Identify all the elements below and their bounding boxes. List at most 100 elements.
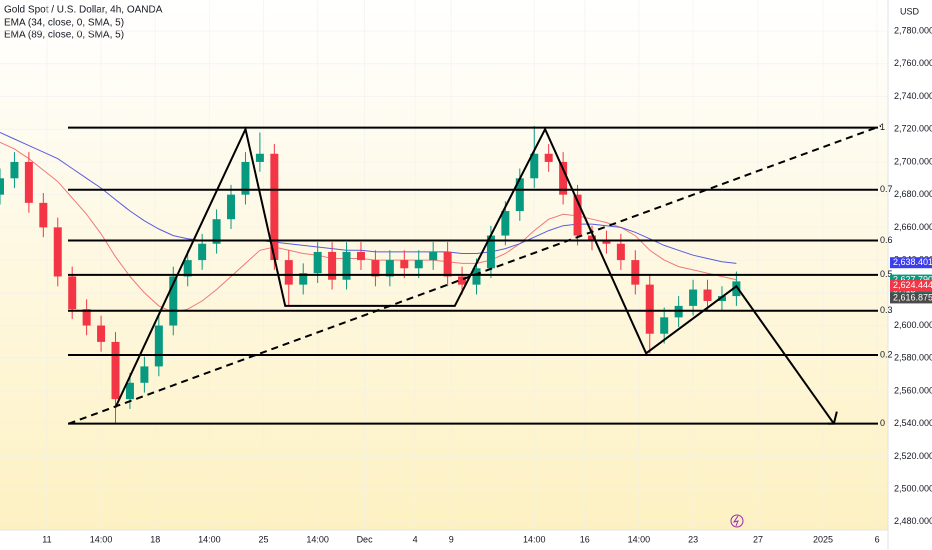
- x-tick-label: 6: [875, 534, 880, 544]
- candle-body: [588, 235, 596, 241]
- fib-label: 0.3: [880, 305, 893, 315]
- x-tick-label: 14:00: [523, 534, 546, 544]
- candle-body: [0, 178, 4, 195]
- candle-body: [270, 153, 279, 261]
- fib-label: 0.7: [880, 184, 893, 194]
- x-tick-label: Dec: [357, 534, 374, 544]
- x-tick-label: 25: [259, 534, 269, 544]
- candle-body: [183, 260, 192, 277]
- price-badge-label: 2,627.790: [893, 274, 932, 284]
- y-tick-label: 2,780.000: [894, 25, 932, 35]
- candle-body: [689, 289, 698, 306]
- candle-body: [414, 260, 423, 269]
- candle-body: [385, 260, 394, 277]
- x-tick-label: 14:00: [90, 534, 113, 544]
- x-tick-label: 14:00: [628, 534, 651, 544]
- candle-body: [299, 273, 308, 285]
- candle-body: [717, 296, 726, 301]
- price-badge-label: 2,624.444: [893, 280, 932, 290]
- x-tick-label: 9: [449, 534, 454, 544]
- candle-body: [616, 243, 625, 261]
- candle-body: [140, 366, 149, 383]
- y-tick-label: 2,500.000: [894, 483, 932, 493]
- legend-entry: EMA (89, close, 0, SMA, 5): [4, 30, 124, 41]
- x-tick-label: 2025: [813, 534, 833, 544]
- candle-body: [602, 240, 611, 244]
- chart-title: Gold Spot / U.S. Dollar, 4h, OANDA: [4, 5, 163, 16]
- candle-body: [703, 289, 712, 301]
- candle-body: [39, 202, 48, 228]
- y-tick-label: 2,520.000: [894, 451, 932, 461]
- x-tick-label: 4: [413, 534, 418, 544]
- candle-body: [631, 260, 640, 285]
- y-tick-label: 2,580.000: [894, 353, 932, 363]
- y-tick-label: 2,720.000: [894, 124, 932, 134]
- candle-body: [255, 153, 264, 162]
- fib-label: 0.6: [880, 235, 893, 245]
- candle-body: [24, 161, 33, 203]
- pattern-line: [114, 126, 835, 425]
- x-tick-label: 16: [580, 534, 590, 544]
- candle-body: [486, 235, 495, 269]
- currency: USD: [900, 6, 920, 16]
- candle-body: [458, 276, 467, 285]
- candle-body: [559, 161, 568, 195]
- candle-body: [429, 251, 438, 261]
- candle-body: [443, 251, 452, 277]
- candle-body: [227, 194, 236, 220]
- candle-body: [97, 325, 106, 342]
- candle-body: [472, 268, 481, 285]
- y-tick-label: 2,480.000: [894, 516, 932, 526]
- candle-body: [241, 161, 250, 195]
- fib-label: 0.2: [880, 349, 893, 359]
- candle-body: [169, 276, 178, 326]
- candle-body: [732, 281, 741, 297]
- candle-body: [371, 260, 380, 277]
- y-tick-label: 2,600.000: [894, 320, 932, 330]
- candle-body: [53, 227, 62, 277]
- price-badge: [890, 292, 932, 304]
- event-icon[interactable]: [730, 514, 744, 528]
- candle-body: [154, 325, 163, 367]
- y-tick-label: 2,700.000: [894, 156, 932, 166]
- plot: 1 0.7 0.6 0.5 0.3 0.2 0: [0, 121, 893, 429]
- x-tick-label: 14:00: [306, 534, 329, 544]
- fib-label: 1: [880, 122, 885, 132]
- candle-body: [313, 251, 322, 274]
- price-badge: [890, 280, 932, 292]
- candle-body: [125, 382, 134, 400]
- candle-body: [342, 251, 351, 280]
- y-tick-label: 2,660.000: [894, 222, 932, 232]
- legend-entry: EMA (34, close, 0, SMA, 5): [4, 18, 124, 29]
- x-tick-label: 23: [688, 534, 698, 544]
- ema-line: [0, 141, 737, 313]
- candle-body: [501, 211, 510, 236]
- x-tick-label: 14:00: [198, 534, 221, 544]
- y-tick-label: 2,760.000: [894, 58, 932, 68]
- candle-body: [328, 251, 337, 280]
- x-tick-label: 27: [753, 534, 763, 544]
- y-tick-label: 2,540.000: [894, 418, 932, 428]
- y-tick-label: 2,680.000: [894, 189, 932, 199]
- candle-body: [82, 309, 91, 326]
- candle-body: [111, 341, 120, 400]
- candle-body: [544, 153, 553, 162]
- y-tick-label: 2,740.000: [894, 91, 932, 101]
- price-badge-label: 2,616.875: [893, 292, 932, 302]
- candle-body: [530, 153, 539, 179]
- trendline: [68, 125, 882, 425]
- candle-body: [198, 243, 207, 261]
- event-icon-bolt: [732, 515, 739, 527]
- price-badge-label: 2,638.401: [893, 257, 932, 267]
- y-tick-label: 2,560.000: [894, 385, 932, 395]
- x-tick-label: 11: [42, 534, 51, 544]
- candle-body: [645, 284, 654, 334]
- fib-label: 0.5: [880, 269, 893, 279]
- candle-body: [400, 260, 409, 269]
- candle-body: [284, 260, 293, 285]
- candle-body: [212, 219, 221, 244]
- candle-body: [573, 194, 582, 236]
- fib-label: 0: [880, 418, 885, 428]
- arrow-head: [827, 411, 838, 425]
